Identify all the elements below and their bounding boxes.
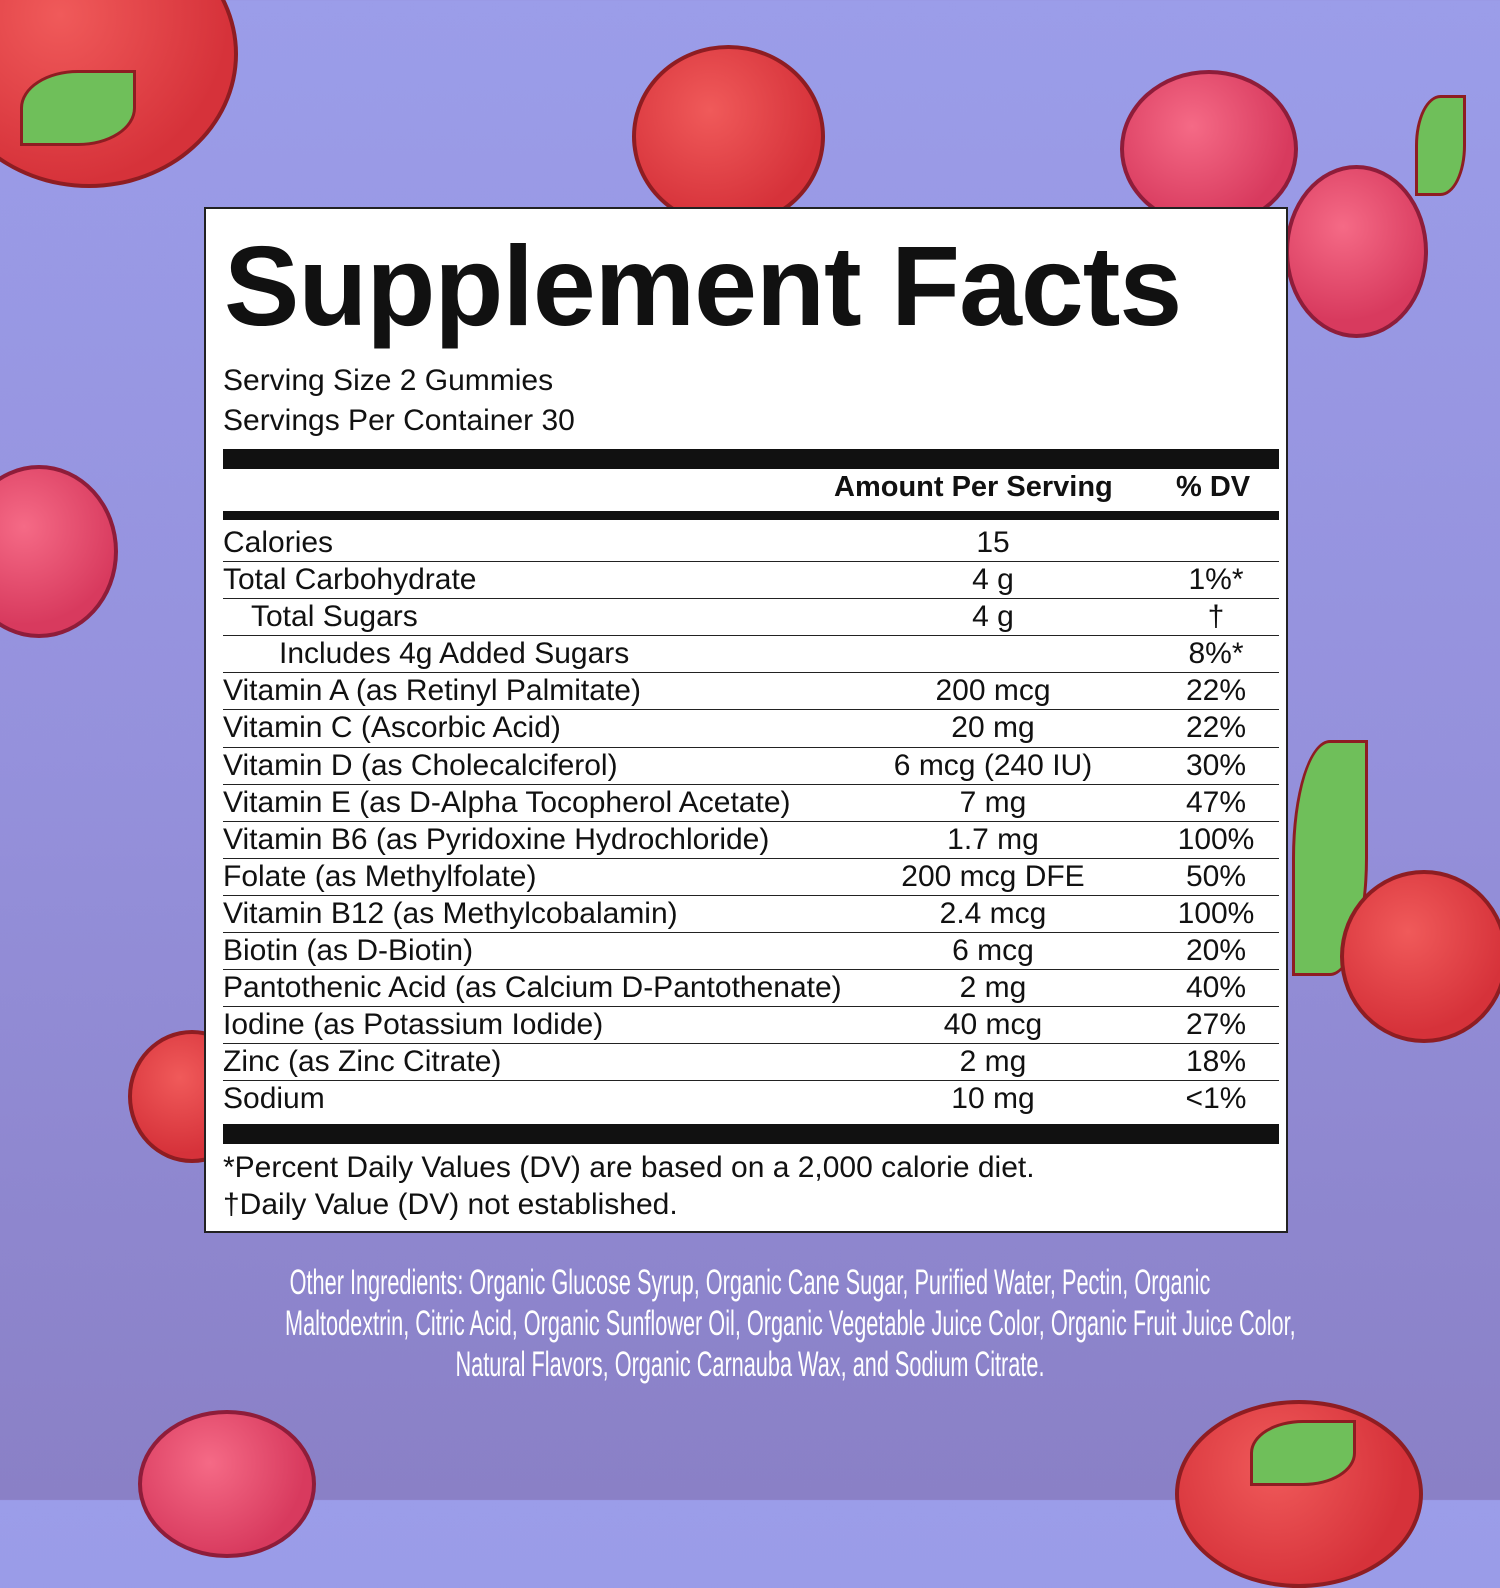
nutrient-amount: 2 mg xyxy=(959,971,1027,1005)
nutrient-table: Calories 15 Total Carbohydrate 4 g 1%* Total … xyxy=(223,525,1279,1119)
nutrient-name: Total Sugars xyxy=(251,600,418,634)
nutrient-row: Total Carbohydrate 4 g 1%* xyxy=(223,562,1279,600)
nutrient-row: Zinc (as Zinc Citrate) 2 mg 18% xyxy=(223,1044,1279,1082)
serving-size: Serving Size 2 Gummies xyxy=(223,364,554,397)
raspberry-illustration xyxy=(0,465,118,638)
ingredients-line: Other Ingredients: Organic Glucose Syrup… xyxy=(289,1263,1211,1302)
thick-divider xyxy=(223,1124,1279,1144)
nutrient-name: Zinc (as Zinc Citrate) xyxy=(223,1045,502,1079)
nutrient-row: Folate (as Methylfolate) 200 mcg DFE 50% xyxy=(223,859,1279,896)
panel-title: Supplement Facts xyxy=(224,223,1182,349)
raspberry-illustration xyxy=(138,1410,316,1558)
nutrient-name: Vitamin A (as Retinyl Palmitate) xyxy=(223,674,641,708)
strawberry-leaf-illustration xyxy=(1250,1420,1356,1486)
nutrient-dv: 100% xyxy=(1177,822,1255,856)
nutrient-row: Vitamin E (as D-Alpha Tocopherol Acetate… xyxy=(223,785,1279,822)
leaf-illustration xyxy=(1415,95,1466,196)
nutrient-name: Biotin (as D-Biotin) xyxy=(223,934,474,968)
nutrient-amount: 4 g xyxy=(972,600,1014,634)
nutrient-dv: † xyxy=(1207,600,1225,634)
nutrient-dv: 22% xyxy=(1185,711,1247,745)
nutrient-row: Pantothenic Acid (as Calcium D-Pantothen… xyxy=(223,970,1279,1008)
nutrient-name: Vitamin B6 (as Pyridoxine Hydrochloride) xyxy=(223,822,770,856)
nutrient-amount: 6 mcg (240 IU) xyxy=(893,748,1093,782)
medium-divider xyxy=(223,511,1279,520)
nutrient-dv: 40% xyxy=(1185,971,1247,1005)
nutrient-amount: 200 mcg DFE xyxy=(901,859,1085,893)
nutrient-row: Biotin (as D-Biotin) 6 mcg 20% xyxy=(223,933,1279,971)
nutrient-row: Vitamin B6 (as Pyridoxine Hydrochloride)… xyxy=(223,822,1279,859)
nutrient-dv: 18% xyxy=(1185,1045,1247,1079)
ingredients-line: Natural Flavors, Organic Carnauba Wax, a… xyxy=(455,1345,1045,1384)
nutrient-amount: 200 mcg xyxy=(935,674,1051,708)
nutrient-name: Folate (as Methylfolate) xyxy=(223,859,537,893)
footnote-dv: *Percent Daily Values (DV) are based on … xyxy=(223,1151,1035,1184)
nutrient-row: Vitamin A (as Retinyl Palmitate) 200 mcg 2… xyxy=(223,673,1279,711)
nutrient-dv: 1%* xyxy=(1188,563,1244,597)
nutrient-amount: 2.4 mcg xyxy=(939,896,1047,930)
raspberry-illustration xyxy=(1285,165,1428,338)
nutrient-name: Pantothenic Acid (as Calcium D-Pantothen… xyxy=(223,971,842,1005)
nutrient-dv: 8%* xyxy=(1188,637,1244,671)
nutrient-amount: 15 xyxy=(976,526,1010,559)
nutrient-amount: 1.7 mg xyxy=(947,822,1039,856)
nutrient-name: Vitamin B12 (as Methylcobalamin) xyxy=(223,896,678,930)
nutrient-amount: 6 mcg xyxy=(952,934,1034,968)
cherry-illustration xyxy=(632,45,825,228)
nutrient-row: Vitamin B12 (as Methylcobalamin) 2.4 mcg 1… xyxy=(223,896,1279,934)
nutrient-name: Sodium xyxy=(223,1082,325,1116)
other-ingredients: Other Ingredients: Organic Glucose Syrup… xyxy=(0,1262,1500,1385)
nutrient-dv: 30% xyxy=(1185,748,1247,782)
nutrient-row: Vitamin D (as Cholecalciferol) 6 mcg (240… xyxy=(223,748,1279,785)
nutrient-amount: 7 mg xyxy=(959,785,1027,819)
dv-header: % DV xyxy=(1176,471,1251,503)
nutrient-name: Total Carbohydrate xyxy=(223,563,477,597)
nutrient-amount: 10 mg xyxy=(951,1082,1035,1116)
strawberry-leaf-illustration xyxy=(20,70,136,146)
nutrient-dv: 100% xyxy=(1177,896,1255,930)
amount-header: Amount Per Serving xyxy=(834,471,1113,503)
nutrient-row: Vitamin C (Ascorbic Acid) 20 mg 22% xyxy=(223,710,1279,748)
ingredients-line: Maltodextrin, Citric Acid, Organic Sunfl… xyxy=(285,1304,1296,1343)
nutrient-name: Vitamin C (Ascorbic Acid) xyxy=(223,711,561,745)
thick-divider xyxy=(223,449,1279,469)
nutrient-name: Vitamin E (as D-Alpha Tocopherol Acetate… xyxy=(223,785,791,819)
supplement-facts-panel: Supplement Facts Serving Size 2 Gummies … xyxy=(204,207,1288,1233)
nutrient-amount: 20 mg xyxy=(951,711,1035,745)
servings-per-container: Servings Per Container 30 xyxy=(223,404,575,437)
nutrient-dv: <1% xyxy=(1185,1082,1247,1116)
nutrient-dv: 50% xyxy=(1185,859,1247,893)
raspberry-illustration xyxy=(1120,70,1298,228)
cherry-illustration xyxy=(1340,870,1500,1043)
nutrient-name: Includes 4g Added Sugars xyxy=(279,637,630,671)
nutrient-amount: 40 mcg xyxy=(943,1008,1043,1042)
nutrient-row: Total Sugars 4 g † xyxy=(223,599,1279,637)
nutrient-dv: 20% xyxy=(1185,934,1247,968)
nutrient-name: Vitamin D (as Cholecalciferol) xyxy=(223,748,618,782)
nutrient-row: Sodium 10 mg <1% xyxy=(223,1081,1279,1118)
nutrient-row: Iodine (as Potassium Iodide) 40 mcg 27% xyxy=(223,1007,1279,1045)
nutrient-name: Iodine (as Potassium Iodide) xyxy=(223,1008,604,1042)
nutrient-amount: 2 mg xyxy=(959,1045,1027,1079)
nutrient-dv: 47% xyxy=(1185,785,1247,819)
nutrient-row: Calories 15 xyxy=(223,525,1279,563)
nutrient-dv: 22% xyxy=(1185,674,1247,708)
nutrient-name: Calories xyxy=(223,526,334,559)
nutrient-dv: 27% xyxy=(1185,1008,1247,1042)
nutrient-amount: 4 g xyxy=(972,563,1014,597)
nutrient-row: Includes 4g Added Sugars 8%* xyxy=(223,636,1279,674)
footnote-dagger: †Daily Value (DV) not established. xyxy=(223,1188,678,1221)
